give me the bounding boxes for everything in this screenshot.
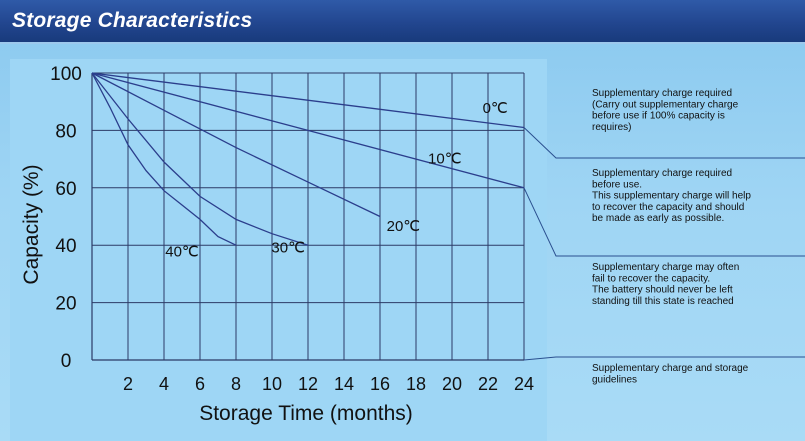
annotation-text: Supplementary charge may often [592,262,739,273]
x-tick-label: 4 [159,374,169,394]
annotation-text: before use if 100% capacity is [592,111,725,122]
series-label: 30℃ [271,239,305,256]
series-line [91,72,237,246]
x-tick-label: 10 [262,374,282,394]
annotation-text: to recover the capacity and should [592,202,744,213]
annotation-text: guidelines [592,374,637,385]
x-tick-label: 6 [195,374,205,394]
series-line [91,72,381,218]
x-axis-title: Storage Time (months) [199,402,413,425]
x-tick-label: 14 [334,374,354,394]
x-tick-label: 16 [370,374,390,394]
series-label: 10℃ [428,150,462,167]
x-tick-label: 18 [406,374,426,394]
annotation-text: be made as early as possible. [592,213,724,224]
annotation-text: (Carry out supplementary charge [592,99,739,110]
x-tick-label: 24 [514,374,534,394]
series-label: 20℃ [387,218,421,235]
annotation-connector [523,356,805,361]
x-tick-label: 20 [442,374,462,394]
annotation-connector [523,127,805,159]
header-bar: Storage Characteristics [0,0,805,44]
x-tick-label: 8 [231,374,241,394]
y-tick-label: 60 [55,179,76,200]
y-tick-label: 40 [55,236,76,257]
series-line [91,72,525,189]
y-tick-label: 80 [55,121,76,142]
annotation-text: This supplementary charge will help [592,191,751,202]
annotation-text: fail to recover the capacity. [592,273,710,284]
annotation-text: Supplementary charge required [592,168,732,179]
annotation-text: Supplementary charge required [592,88,732,99]
y-tick-label: 0 [61,351,72,372]
y-tick-label: 100 [50,64,82,85]
page-title: Storage Characteristics [12,9,253,32]
series-line [91,72,525,129]
annotation-connector [523,187,805,257]
annotation-text: standing till this state is reached [592,296,734,307]
annotation-text: requires) [592,122,631,133]
x-tick-label: 12 [298,374,318,394]
y-axis-title: Capacity (%) [20,164,43,284]
y-tick-label: 20 [55,294,76,315]
series-label: 0℃ [483,100,508,117]
annotation-text: Supplementary charge and storage [592,363,749,374]
annotation-text: The battery should never be left [592,285,733,296]
annotation-text: before use. [592,179,642,190]
series-label: 40℃ [165,244,199,261]
series-line [91,72,309,246]
x-tick-label: 22 [478,374,498,394]
x-tick-label: 2 [123,374,133,394]
